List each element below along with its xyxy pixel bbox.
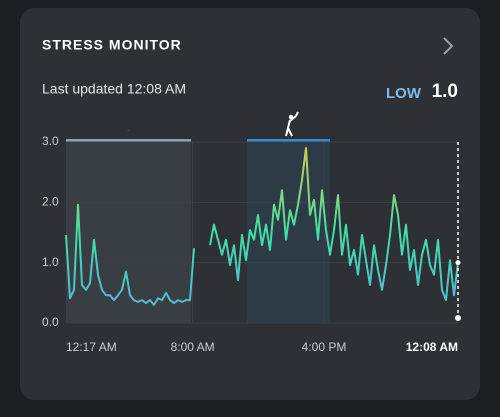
x-tick-label: 4:00 PM <box>302 340 347 354</box>
x-tick-label: 8:00 AM <box>171 340 215 354</box>
current-value: 1.0 <box>432 81 458 102</box>
stress-line <box>65 147 459 306</box>
title: STRESS MONITOR <box>42 37 182 53</box>
y-tick-label: 3.0 <box>42 134 59 148</box>
band-bar <box>66 139 191 142</box>
y-tick-label: 1.0 <box>42 255 59 269</box>
y-tick-label: 2.0 <box>42 195 59 209</box>
status: LOW <box>386 85 422 102</box>
current-marker <box>455 260 461 266</box>
now-dot <box>455 315 461 321</box>
card-bg <box>20 8 480 400</box>
chevron[interactable] <box>443 37 454 55</box>
activity-icon <box>285 111 299 137</box>
subtitle: Last updated 12:08 AM <box>42 81 186 97</box>
x-tick-label: 12:17 AM <box>66 340 117 354</box>
band <box>66 142 191 323</box>
x-tick-label: 12:08 AM <box>406 340 458 354</box>
band-bar <box>247 139 330 142</box>
y-tick-label: 0.0 <box>42 315 59 329</box>
